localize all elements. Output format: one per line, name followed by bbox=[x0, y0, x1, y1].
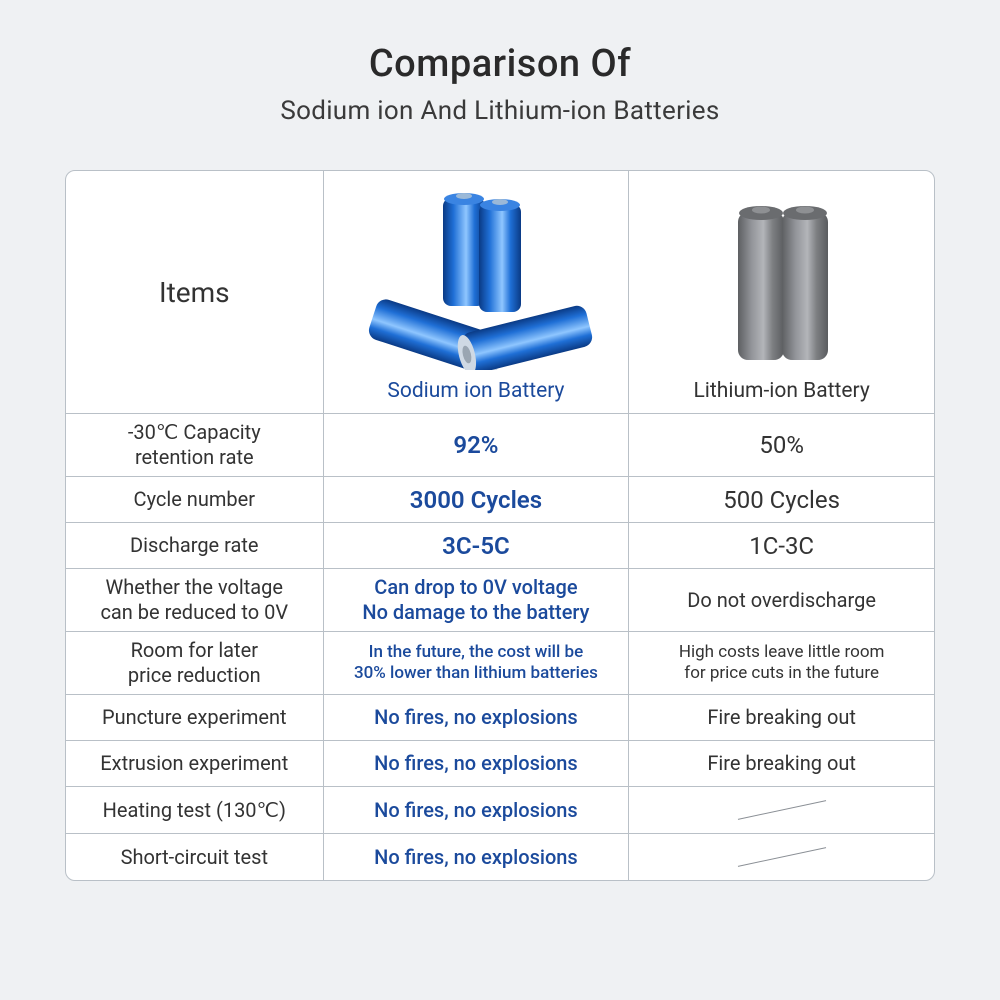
sodium-column-header: Sodium ion Battery bbox=[323, 171, 629, 414]
header-row: Items bbox=[66, 171, 934, 414]
slash-icon bbox=[639, 840, 924, 874]
lithium-value: Fire breaking out bbox=[629, 695, 934, 741]
table-row: Cycle number3000 Cycles500 Cycles bbox=[66, 477, 934, 523]
row-label: Puncture experiment bbox=[66, 695, 323, 741]
row-label: Whether the voltagecan be reduced to 0V bbox=[66, 569, 323, 632]
table-row: Heating test (130℃)No fires, no explosio… bbox=[66, 787, 934, 834]
table-row: Extrusion experimentNo fires, no explosi… bbox=[66, 741, 934, 787]
row-label: Room for laterprice reduction bbox=[66, 632, 323, 695]
sodium-value: No fires, no explosions bbox=[323, 787, 629, 834]
page-subtitle: Sodium ion And Lithium-ion Batteries bbox=[280, 96, 719, 126]
row-label: Heating test (130℃) bbox=[66, 787, 323, 834]
row-label: Cycle number bbox=[66, 477, 323, 523]
comparison-table: Items bbox=[65, 170, 935, 881]
lithium-value: High costs leave little roomfor price cu… bbox=[629, 632, 934, 695]
lithium-value: 1C-3C bbox=[629, 523, 934, 569]
page-title: Comparison Of bbox=[369, 42, 631, 86]
lithium-value bbox=[629, 787, 934, 834]
table-row: Short-circuit testNo fires, no explosion… bbox=[66, 834, 934, 881]
lithium-column-header: Lithium-ion Battery bbox=[629, 171, 934, 414]
sodium-value: No fires, no explosions bbox=[323, 695, 629, 741]
sodium-value: In the future, the cost will be30% lower… bbox=[323, 632, 629, 695]
lithium-column-label: Lithium-ion Battery bbox=[635, 379, 928, 403]
table-row: Puncture experimentNo fires, no explosio… bbox=[66, 695, 934, 741]
row-label: Short-circuit test bbox=[66, 834, 323, 881]
lithium-battery-image bbox=[635, 185, 928, 375]
sodium-value: 92% bbox=[323, 414, 629, 477]
row-label: Extrusion experiment bbox=[66, 741, 323, 787]
table-row: Discharge rate3C-5C1C-3C bbox=[66, 523, 934, 569]
table-row: Room for laterprice reductionIn the futu… bbox=[66, 632, 934, 695]
row-label: -30℃ Capacityretention rate bbox=[66, 414, 323, 477]
lithium-value bbox=[629, 834, 934, 881]
row-label: Discharge rate bbox=[66, 523, 323, 569]
sodium-value: No fires, no explosions bbox=[323, 741, 629, 787]
table-row: Whether the voltagecan be reduced to 0VC… bbox=[66, 569, 934, 632]
lithium-value: 500 Cycles bbox=[629, 477, 934, 523]
sodium-column-label: Sodium ion Battery bbox=[330, 379, 623, 403]
sodium-value: Can drop to 0V voltageNo damage to the b… bbox=[323, 569, 629, 632]
items-header: Items bbox=[66, 171, 323, 414]
sodium-value: 3C-5C bbox=[323, 523, 629, 569]
lithium-value: Do not overdischarge bbox=[629, 569, 934, 632]
sodium-value: 3000 Cycles bbox=[323, 477, 629, 523]
slash-icon bbox=[639, 793, 924, 827]
sodium-battery-image bbox=[330, 185, 623, 375]
lithium-value: 50% bbox=[629, 414, 934, 477]
sodium-value: No fires, no explosions bbox=[323, 834, 629, 881]
table-row: -30℃ Capacityretention rate92%50% bbox=[66, 414, 934, 477]
lithium-value: Fire breaking out bbox=[629, 741, 934, 787]
